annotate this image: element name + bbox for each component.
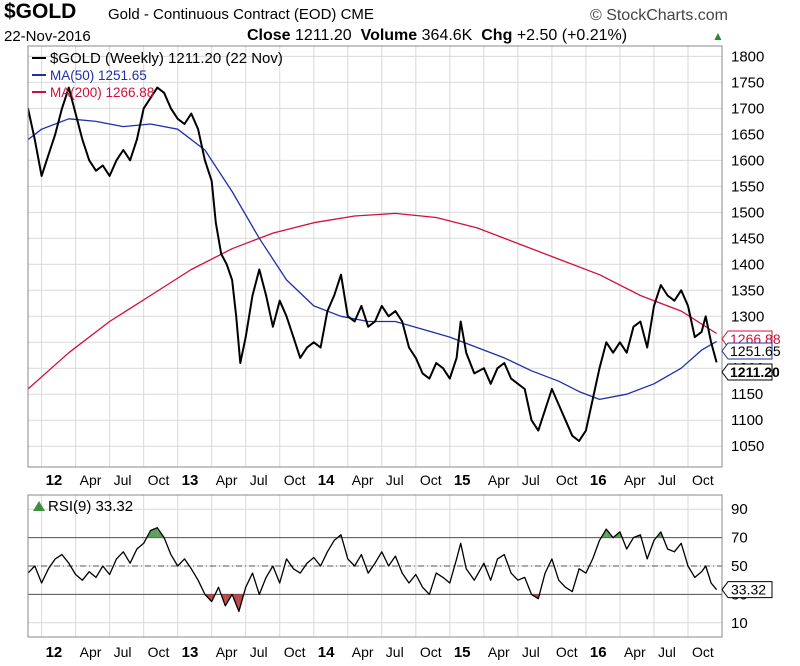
price-tick-label: 1650 bbox=[731, 126, 764, 143]
rsi-grid bbox=[28, 495, 722, 637]
close-label: Close bbox=[247, 27, 291, 44]
price-tick-label: 1350 bbox=[731, 282, 764, 299]
price-x-tick-label: Jul bbox=[386, 472, 404, 488]
rsi-legend-label: RSI(9) 33.32 bbox=[48, 498, 133, 515]
price-x-tick-label: 15 bbox=[454, 472, 471, 489]
rsi-x-tick-label: 16 bbox=[590, 644, 607, 661]
rsi-x-tick-label: Jul bbox=[658, 644, 676, 660]
price-grid bbox=[28, 46, 722, 467]
price-tick-label: 1500 bbox=[731, 204, 764, 221]
rsi-x-tick-label: Jul bbox=[250, 644, 268, 660]
legend-group: $GOLD (Weekly) 1211.20 (22 Nov)MA(50) 12… bbox=[32, 50, 283, 515]
rsi-x-tick-label: Oct bbox=[692, 644, 714, 660]
chart-description: Gold - Continuous Contract (EOD) CME bbox=[108, 6, 374, 23]
rsi-x-tick-label: Oct bbox=[420, 644, 442, 660]
price-tick-label: 1050 bbox=[731, 438, 764, 455]
rsi-tick-label: 90 bbox=[731, 501, 748, 518]
price-tick-label: 1750 bbox=[731, 74, 764, 91]
brand-watermark: © StockCharts.com bbox=[589, 7, 728, 24]
rsi-tick-label: 50 bbox=[731, 558, 748, 575]
exchange-label: CME bbox=[340, 6, 374, 23]
close-value-tag bbox=[721, 363, 773, 381]
price-x-tick-label: Jul bbox=[114, 472, 132, 488]
rsi-x-tick-label: Apr bbox=[352, 644, 374, 660]
rsi-x-tick-label: Oct bbox=[556, 644, 578, 660]
legend-label: MA(50) 1251.65 bbox=[50, 68, 147, 83]
price-x-tick-label: 12 bbox=[46, 472, 63, 489]
price-tick-label: 1300 bbox=[731, 308, 764, 325]
rsi-x-tick-label: 13 bbox=[182, 644, 199, 661]
price-panel-frame bbox=[27, 45, 723, 468]
axes-group: 1800175017001650160015501500145014001350… bbox=[27, 45, 781, 661]
ma50-line bbox=[28, 118, 717, 401]
price-x-tick-label: 13 bbox=[182, 472, 199, 489]
rsi-value-label: 33.32 bbox=[731, 582, 766, 598]
price-x-tick-label: Oct bbox=[420, 472, 442, 488]
price-tick-label: 1700 bbox=[731, 100, 764, 117]
legend-label: MA(200) 1266.88 bbox=[50, 85, 154, 100]
legend-label: $GOLD (Weekly) 1211.20 (22 Nov) bbox=[50, 50, 283, 67]
rsi-tick-label: 10 bbox=[731, 615, 748, 632]
price-x-tick-label: Jul bbox=[658, 472, 676, 488]
close-value-label: 1211.20 bbox=[730, 364, 780, 380]
rsi-series-group bbox=[28, 527, 718, 613]
chart-symbol: $GOLD bbox=[4, 0, 77, 23]
rsi-value-tag bbox=[721, 581, 773, 599]
price-x-tick-label: Oct bbox=[284, 472, 306, 488]
rsi-panel-frame bbox=[27, 494, 723, 638]
rsi-x-tick-label: Apr bbox=[624, 644, 646, 660]
rsi-x-tick-label: Jul bbox=[114, 644, 132, 660]
rsi-x-tick-label: Apr bbox=[80, 644, 102, 660]
price-x-tick-label: Apr bbox=[488, 472, 510, 488]
chg-value: +2.50 (+0.21%) bbox=[516, 27, 628, 44]
price-x-tick-label: Jul bbox=[522, 472, 540, 488]
price-x-tick-label: Apr bbox=[80, 472, 102, 488]
price-x-tick-label: Jul bbox=[250, 472, 268, 488]
rsi-x-tick-label: 15 bbox=[454, 644, 471, 661]
rsi-x-tick-label: Oct bbox=[284, 644, 306, 660]
ma50-value-label: 1251.65 bbox=[730, 343, 781, 359]
price-x-tick-label: 16 bbox=[590, 472, 607, 489]
rsi-x-tick-label: 12 bbox=[46, 644, 63, 661]
ma200-line bbox=[28, 212, 717, 390]
price-x-tick-label: Apr bbox=[624, 472, 646, 488]
price-tick-label: 1550 bbox=[731, 178, 764, 195]
price-tick-label: 1150 bbox=[731, 386, 763, 403]
ma50-value-tag bbox=[721, 342, 773, 360]
price-series-group bbox=[28, 86, 718, 442]
price-tick-label: 1600 bbox=[731, 152, 764, 169]
price-tick-label: 1400 bbox=[731, 256, 764, 273]
chg-label: Chg bbox=[481, 27, 513, 44]
rsi-x-tick-label: Apr bbox=[216, 644, 238, 660]
rsi-tick-label: 70 bbox=[731, 530, 748, 547]
volume-label: Volume bbox=[360, 27, 418, 44]
rsi-indicator-icon bbox=[33, 501, 45, 511]
price-x-tick-label: Oct bbox=[148, 472, 170, 488]
up-arrow-icon: ▲ bbox=[712, 29, 724, 43]
price-tick-label: 1450 bbox=[731, 230, 764, 247]
rsi-line bbox=[28, 527, 718, 613]
rsi-x-tick-label: Jul bbox=[386, 644, 404, 660]
chart-date: 22-Nov-2016 bbox=[4, 28, 91, 45]
price-x-tick-label: 14 bbox=[318, 472, 335, 489]
price-x-tick-label: Oct bbox=[556, 472, 578, 488]
rsi-x-tick-label: Jul bbox=[522, 644, 540, 660]
price-x-tick-label: Apr bbox=[352, 472, 374, 488]
close-value: 1211.20 bbox=[295, 27, 352, 44]
rsi-x-tick-label: Apr bbox=[488, 644, 510, 660]
volume-value: 364.6K bbox=[421, 27, 473, 44]
rsi-x-tick-label: Oct bbox=[148, 644, 170, 660]
price-x-tick-label: Oct bbox=[692, 472, 714, 488]
price-line bbox=[28, 86, 718, 442]
price-tick-label: 1100 bbox=[731, 412, 763, 429]
price-x-tick-label: Apr bbox=[216, 472, 238, 488]
price-tick-label: 1800 bbox=[731, 48, 764, 65]
stats-line: Close 1211.20 Volume 364.6K Chg +2.50 (+… bbox=[247, 27, 627, 45]
contract-name: Gold - Continuous Contract (EOD) bbox=[108, 6, 337, 23]
rsi-x-tick-label: 14 bbox=[318, 644, 335, 661]
